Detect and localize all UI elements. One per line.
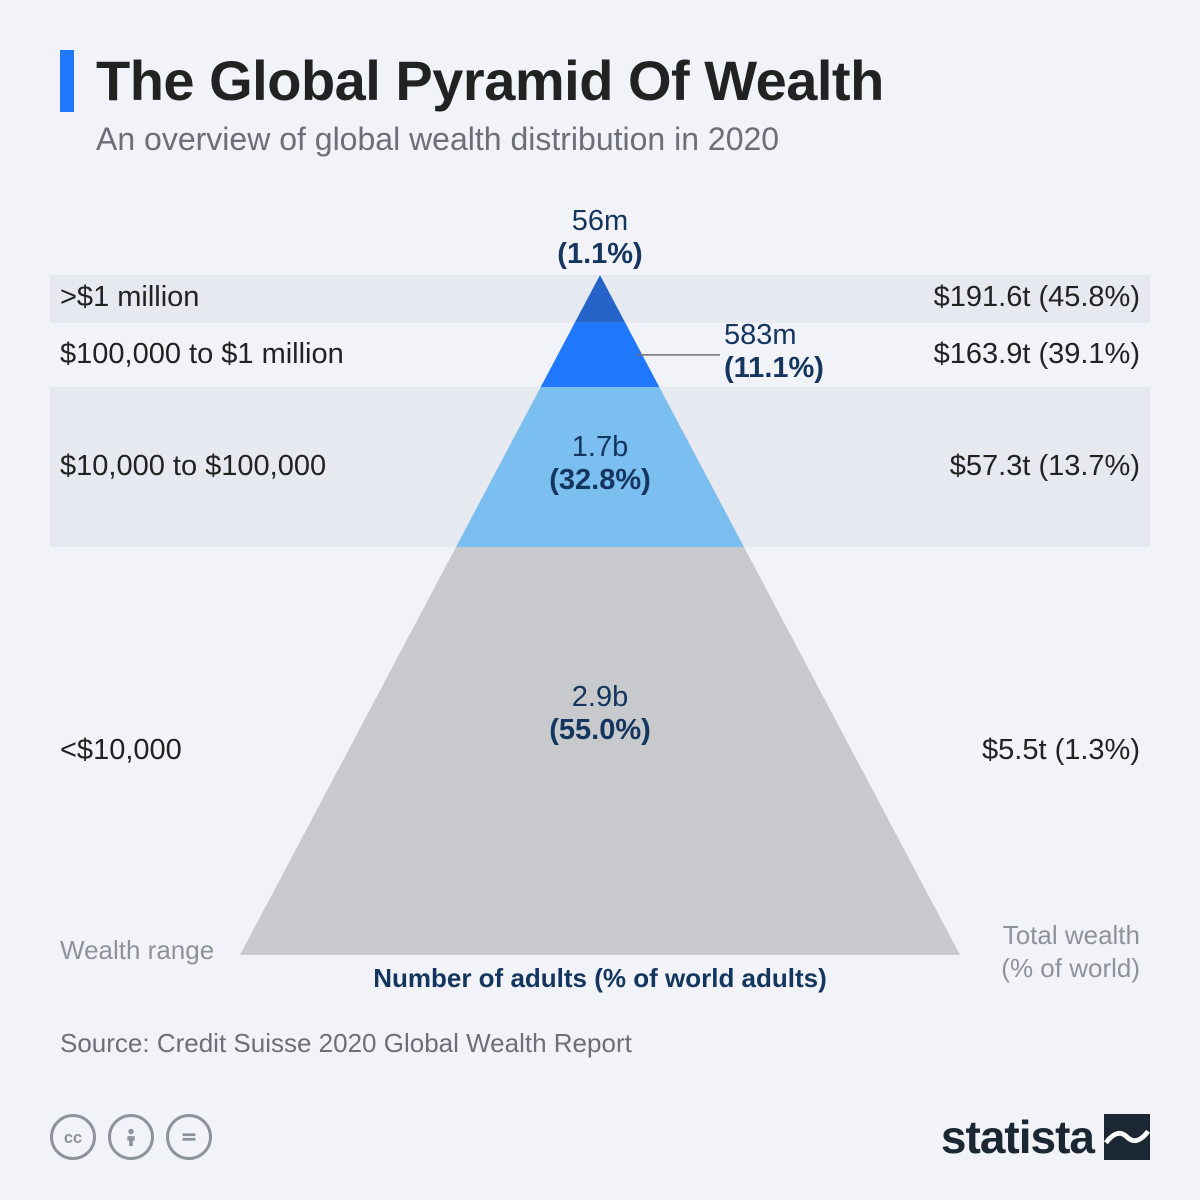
license-icons: cc	[50, 1114, 212, 1160]
axis-label-center: Number of adults (% of world adults)	[50, 963, 1150, 994]
adults-label-callout: 583m (11.1%)	[724, 319, 824, 385]
title-accent-bar	[60, 50, 74, 112]
source-text: Source: Credit Suisse 2020 Global Wealth…	[60, 1028, 632, 1059]
brand-logo: statista	[941, 1110, 1150, 1164]
adults-label: 2.9b (55.0%)	[510, 681, 690, 747]
wealth-range-label: >$1 million	[60, 281, 199, 314]
pyramid-svg	[50, 205, 1150, 975]
cc-icon: cc	[50, 1114, 96, 1160]
axis-label-left: Wealth range	[60, 935, 214, 966]
footer: cc statista	[50, 1110, 1150, 1164]
page-subtitle: An overview of global wealth distributio…	[96, 121, 1140, 158]
header: The Global Pyramid Of Wealth An overview…	[0, 0, 1200, 158]
total-wealth-label: $5.5t (1.3%)	[982, 734, 1140, 767]
by-icon	[108, 1114, 154, 1160]
total-wealth-label: $163.9t (39.1%)	[934, 338, 1140, 371]
wealth-range-label: <$10,000	[60, 734, 182, 767]
wealth-range-label: $10,000 to $100,000	[60, 450, 326, 483]
total-wealth-label: $191.6t (45.8%)	[934, 281, 1140, 314]
total-wealth-label: $57.3t (13.7%)	[950, 450, 1140, 483]
adults-label: 1.7b (32.8%)	[510, 431, 690, 497]
pyramid-chart: >$1 million $100,000 to $1 million $10,0…	[50, 205, 1150, 975]
adults-label: 56m (1.1%)	[520, 205, 680, 271]
nd-icon	[166, 1114, 212, 1160]
statista-wave-icon	[1104, 1114, 1150, 1160]
axis-label-right: Total wealth (% of world)	[1001, 919, 1140, 984]
page-title: The Global Pyramid Of Wealth	[96, 48, 884, 113]
wealth-range-label: $100,000 to $1 million	[60, 338, 344, 371]
svg-text:cc: cc	[64, 1129, 82, 1147]
